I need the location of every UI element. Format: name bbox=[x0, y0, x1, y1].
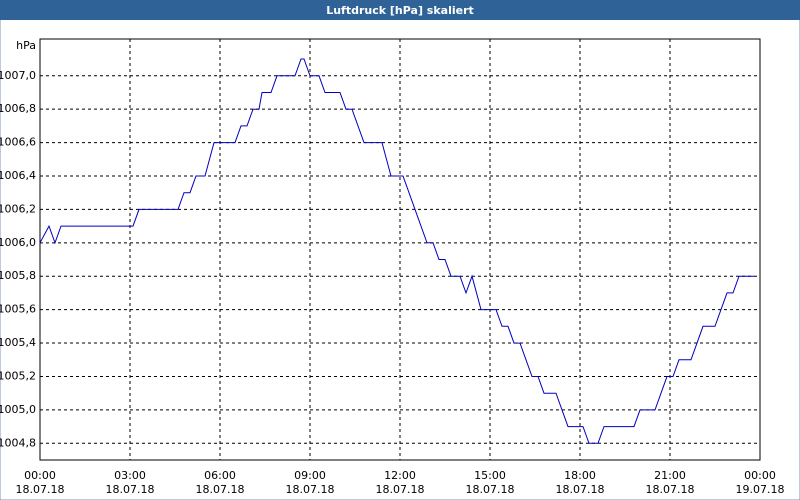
y-tick-label: 1005,6 bbox=[0, 303, 36, 316]
y-axis-label: hPa bbox=[16, 39, 36, 52]
y-tick-label: 1007,0 bbox=[0, 69, 36, 82]
y-tick-label: 1006,4 bbox=[0, 169, 36, 182]
y-tick-label: 1005,4 bbox=[0, 336, 36, 349]
x-tick-label: 15:00 18.07.18 bbox=[466, 469, 515, 496]
chart-title: Luftdruck [hPa] skaliert bbox=[326, 4, 474, 17]
y-tick-label: 1006,6 bbox=[0, 136, 36, 149]
y-tick-label: 1005,0 bbox=[0, 403, 36, 416]
x-tick-label: 21:00 18.07.18 bbox=[646, 469, 695, 496]
x-tick-label: 03:00 18.07.18 bbox=[106, 469, 155, 496]
y-tick-label: 1006,8 bbox=[0, 102, 36, 115]
x-tick-label: 06:00 18.07.18 bbox=[196, 469, 245, 496]
x-tick-label: 18:00 18.07.18 bbox=[556, 469, 605, 496]
y-tick-label: 1004,8 bbox=[0, 436, 36, 449]
y-tick-label: 1005,2 bbox=[0, 369, 36, 382]
x-tick-label: 00:00 19.07.18 bbox=[736, 469, 785, 496]
y-tick-label: 1006,2 bbox=[0, 202, 36, 215]
x-tick-label: 09:00 18.07.18 bbox=[286, 469, 335, 496]
line bbox=[39, 58, 754, 444]
y-tick-label: 1006,0 bbox=[0, 236, 36, 249]
y-tick-label: 1005,8 bbox=[0, 269, 36, 282]
title-bar bbox=[0, 0, 800, 20]
x-tick-label: 00:00 18.07.18 bbox=[16, 469, 65, 496]
x-tick-label: 12:00 18.07.18 bbox=[376, 469, 425, 496]
